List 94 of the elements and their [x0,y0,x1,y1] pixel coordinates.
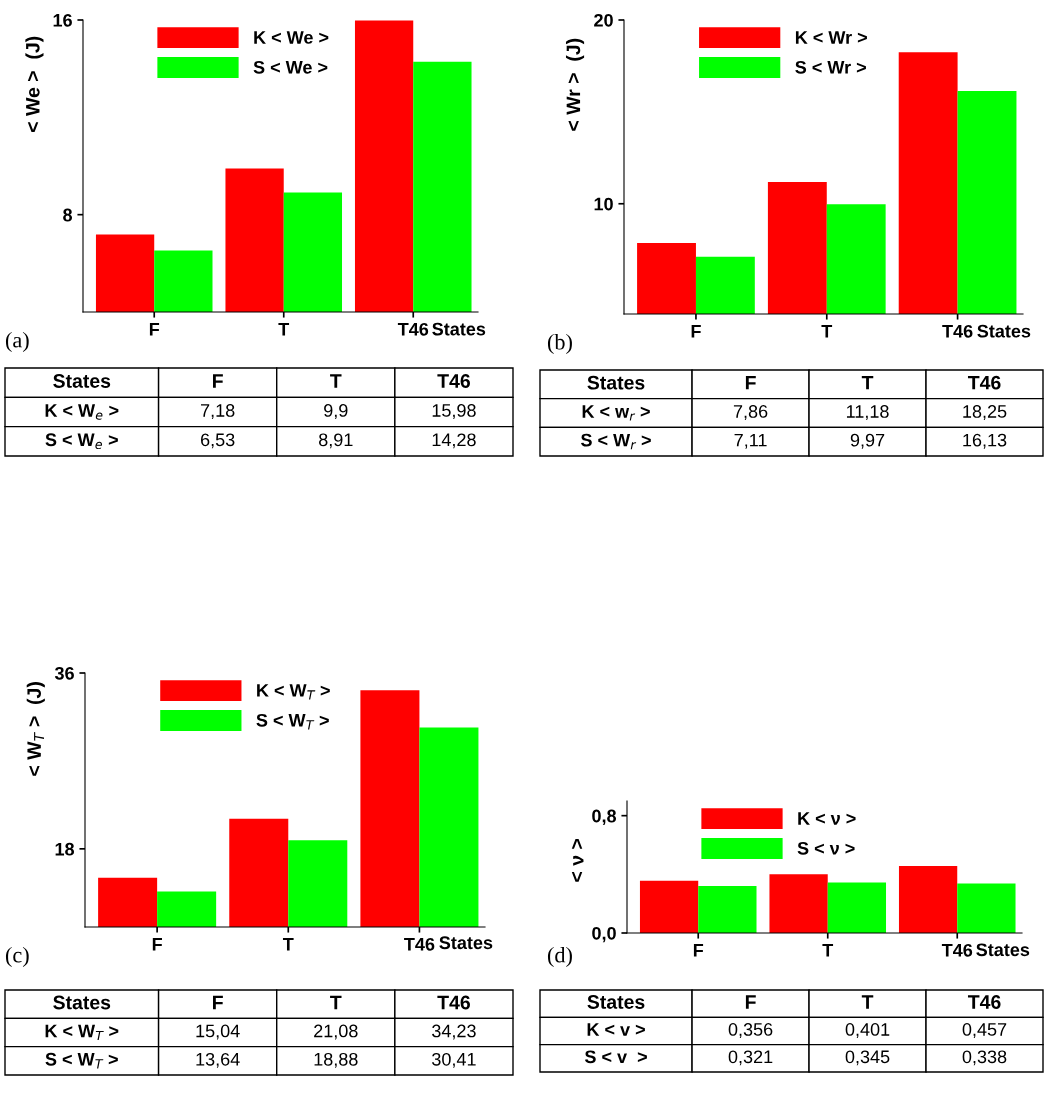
x-tick-label: T46 [941,943,973,957]
text: S < v > [584,1050,647,1064]
data-label: 0,401 [845,1023,890,1038]
data-label: 16,13 [963,433,1007,449]
x-axis-title: States [976,943,1030,957]
x-tick-label: F [693,944,704,957]
text: K < W$_{e}$ > [45,404,119,420]
x-tick-label: T [821,325,833,338]
category-label: T [330,995,342,1010]
bar [639,880,699,933]
data-label: 7,11 [734,433,767,449]
category-label: F [745,995,756,1009]
text: (b) [547,333,572,355]
category-label: F [745,375,756,390]
y-tick-label: 16 [53,13,72,27]
bar [827,882,887,933]
y-tick-label: 10 [594,197,613,211]
y-tick-label: 0,0 [592,926,616,943]
data-label: 0,338 [962,1050,1007,1066]
bar [898,865,958,933]
x-tick-label: F [152,938,162,951]
text: States [587,375,645,390]
data-label: 9,9 [324,404,348,419]
text: K < w$_{r}$ > [582,405,650,421]
category-label: T [330,374,342,388]
text: K < v > [587,1023,645,1036]
text: (d) [547,946,572,968]
text: (a) [5,331,29,353]
data-label: 13,64 [196,1052,240,1068]
data-label: 0,356 [728,1023,773,1038]
text: S < W$_{r}$ > [580,433,651,450]
data-label: 6,53 [201,433,235,449]
data-label: 14,28 [432,433,476,449]
x-tick-label: T [822,944,834,957]
text: S < W$_{T}$ > [45,1052,118,1069]
text: K < W$_{T}$ > [45,1024,119,1041]
data-label: 11,18 [846,405,889,420]
y-tick-label: 0,8 [592,809,617,825]
y-tick-label: 20 [594,13,613,27]
legend-label: K < ν > [798,812,856,825]
y-axis-title: < W$_{T}$ > (J) [26,682,45,776]
category-label: F [213,995,223,1010]
data-label: 0,457 [962,1023,1007,1038]
x-tick-label: T46 [404,937,435,951]
data-label: 9,97 [850,433,885,449]
y-tick-label: 8 [63,208,73,222]
x-tick-label: T46 [397,322,429,336]
y-axis-title: < We > (J) [25,36,44,132]
y-axis-title: < Wr > (J) [565,38,585,131]
x-axis-title: States [432,322,486,336]
text: S < W$_{e}$ > [45,433,118,450]
text: States [53,374,111,388]
legend-label: S < W$_{T}$ > [256,713,329,730]
legend-label: S < ν > [797,841,855,855]
data-label: 18,88 [314,1052,358,1068]
x-tick-label: F [149,323,160,336]
data-label: 21,08 [314,1024,358,1040]
data-label: 30,41 [432,1052,476,1068]
bar [698,885,757,933]
data-label: 34,23 [432,1024,476,1040]
category-label: T46 [967,995,1001,1009]
text: States [53,995,111,1010]
category-label: F [213,374,223,388]
category-label: T46 [437,374,470,388]
y-tick-label: 18 [55,842,75,856]
x-tick-label: F [691,325,701,338]
data-label: 15,04 [196,1024,240,1040]
x-axis-title: States [439,936,493,950]
x-tick-label: T [278,323,290,336]
data-label: 7,86 [733,405,768,420]
x-axis-title: States [977,324,1031,338]
category-label: T [861,375,874,390]
legend-label: K < We > [254,31,329,44]
text: States [587,995,645,1009]
x-tick-label: T46 [942,324,973,338]
data-label: 7,18 [201,404,235,419]
legend-label: K < Wr > [795,31,867,44]
bar [769,874,828,933]
legend-label: S < Wr > [795,60,866,74]
x-tick-label: T [282,938,294,951]
legend-label: K < W$_{T}$ > [257,684,330,700]
data-label: 15,98 [432,404,476,419]
bar [957,883,1016,933]
y-axis-title: < ν > [571,839,584,882]
data-label: 0,321 [728,1050,773,1066]
text: (c) [5,946,29,968]
category-label: T46 [437,995,470,1010]
category-label: T46 [967,375,1001,390]
data-label: 0,345 [845,1050,890,1066]
legend-label: S < We > [253,60,328,74]
category-label: T [861,995,874,1009]
y-tick-label: 36 [54,666,74,680]
data-label: 18,25 [963,405,1007,420]
data-label: 8,91 [319,433,353,449]
